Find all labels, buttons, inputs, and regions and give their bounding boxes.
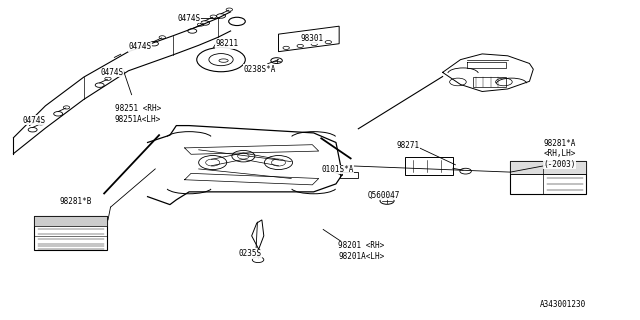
Text: 98201 <RH>
98201A<LH>: 98201 <RH> 98201A<LH> — [339, 241, 385, 260]
Bar — [510, 161, 586, 174]
Text: 98211: 98211 — [216, 39, 239, 48]
Text: 0235S: 0235S — [238, 250, 261, 259]
Text: 0474S: 0474S — [22, 116, 45, 125]
Text: 0474S: 0474S — [177, 14, 201, 23]
Text: 98281*B: 98281*B — [60, 197, 92, 206]
Polygon shape — [252, 220, 264, 249]
Text: A343001230: A343001230 — [540, 300, 586, 309]
Text: 98271: 98271 — [397, 141, 420, 150]
Text: Q560047: Q560047 — [367, 190, 400, 200]
Bar — [340, 172, 358, 178]
Text: 98281*A
<RH,LH>
(-2003): 98281*A <RH,LH> (-2003) — [543, 139, 575, 169]
Text: 98251 <RH>
98251A<LH>: 98251 <RH> 98251A<LH> — [115, 104, 161, 124]
Text: 0474S: 0474S — [129, 42, 152, 52]
Bar — [34, 216, 108, 250]
Text: 0101S*A: 0101S*A — [322, 165, 354, 174]
Bar — [34, 216, 108, 226]
Text: 98301: 98301 — [301, 35, 324, 44]
Bar — [405, 157, 453, 175]
Bar — [510, 161, 586, 195]
Text: 0238S*A: 0238S*A — [243, 65, 275, 74]
Bar — [473, 76, 506, 87]
Text: 0474S: 0474S — [101, 68, 124, 77]
Polygon shape — [278, 26, 339, 52]
